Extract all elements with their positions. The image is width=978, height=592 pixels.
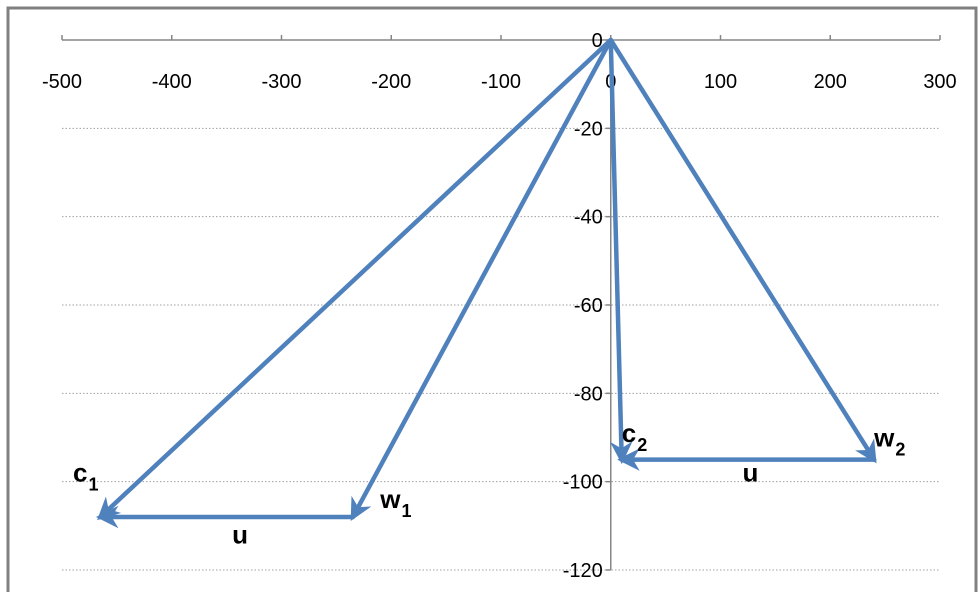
x-tick-label: -500 <box>42 71 82 93</box>
grid-lines <box>62 127 940 571</box>
axes <box>61 35 941 571</box>
y-tick-label: -40 <box>574 207 603 229</box>
vector-label-c1: c1 <box>73 458 98 495</box>
vector-label-u: u <box>232 520 248 550</box>
vectors <box>95 37 877 529</box>
x-tick-label: 300 <box>923 71 956 93</box>
tick-labels: -500-400-300-200-10001002003000-20-40-60… <box>42 30 957 582</box>
vector-w2 <box>608 37 877 464</box>
x-tick-label: 200 <box>814 71 847 93</box>
vector-c1 <box>97 37 613 521</box>
vector-label-c2: c2 <box>622 418 647 455</box>
x-tick-label: 100 <box>704 71 737 93</box>
y-tick-label: 0 <box>592 30 603 52</box>
vector-label-u: u <box>742 458 758 488</box>
vector-label-w1: w1 <box>379 484 411 521</box>
x-tick-label: -400 <box>152 71 192 93</box>
x-tick-label: -200 <box>371 71 411 93</box>
y-tick-label: -100 <box>563 472 603 494</box>
vector-label-w2: w2 <box>873 422 905 459</box>
vector-w1 <box>350 37 613 521</box>
y-tick-label: -20 <box>574 118 603 140</box>
vector-labels: c1 w1 u c2 w2 u <box>73 418 905 550</box>
y-tick-label: -120 <box>563 560 603 582</box>
vector-c2 <box>608 37 633 465</box>
y-tick-label: -60 <box>574 295 603 317</box>
plot-border <box>6 6 978 592</box>
x-tick-label: -300 <box>261 71 301 93</box>
y-tick-label: -80 <box>574 383 603 405</box>
x-tick-label: -100 <box>481 71 521 93</box>
